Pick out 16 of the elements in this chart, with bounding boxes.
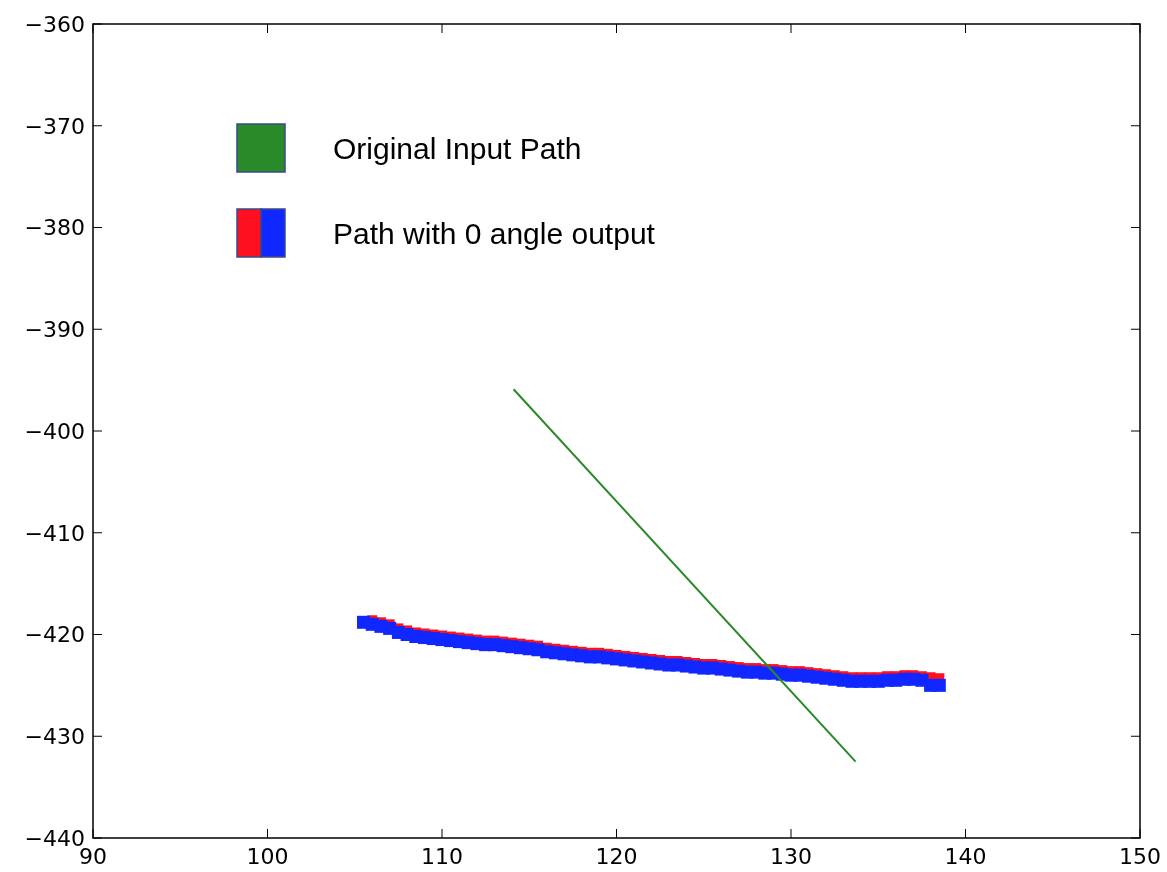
y-tick-label: −360	[24, 11, 85, 37]
y-tick-label: −400	[24, 418, 85, 444]
y-tick-label: −370	[24, 113, 85, 139]
y-tick-label: −430	[24, 724, 85, 750]
x-tick-label: 130	[770, 844, 812, 869]
y-tick-label: −420	[24, 622, 85, 648]
legend-label: Path with 0 angle output	[333, 216, 656, 250]
x-tick-label: 110	[421, 844, 463, 869]
y-tick-label: −380	[24, 215, 85, 241]
x-tick-label: 150	[1119, 844, 1161, 869]
y-tick-label: −390	[24, 317, 85, 343]
legend-label: Original Input Path	[333, 131, 582, 165]
x-tick-label: 120	[595, 844, 638, 869]
y-tick-label: −410	[24, 520, 85, 546]
x-tick-label: 100	[246, 844, 289, 869]
x-tick-label: 140	[944, 844, 987, 869]
